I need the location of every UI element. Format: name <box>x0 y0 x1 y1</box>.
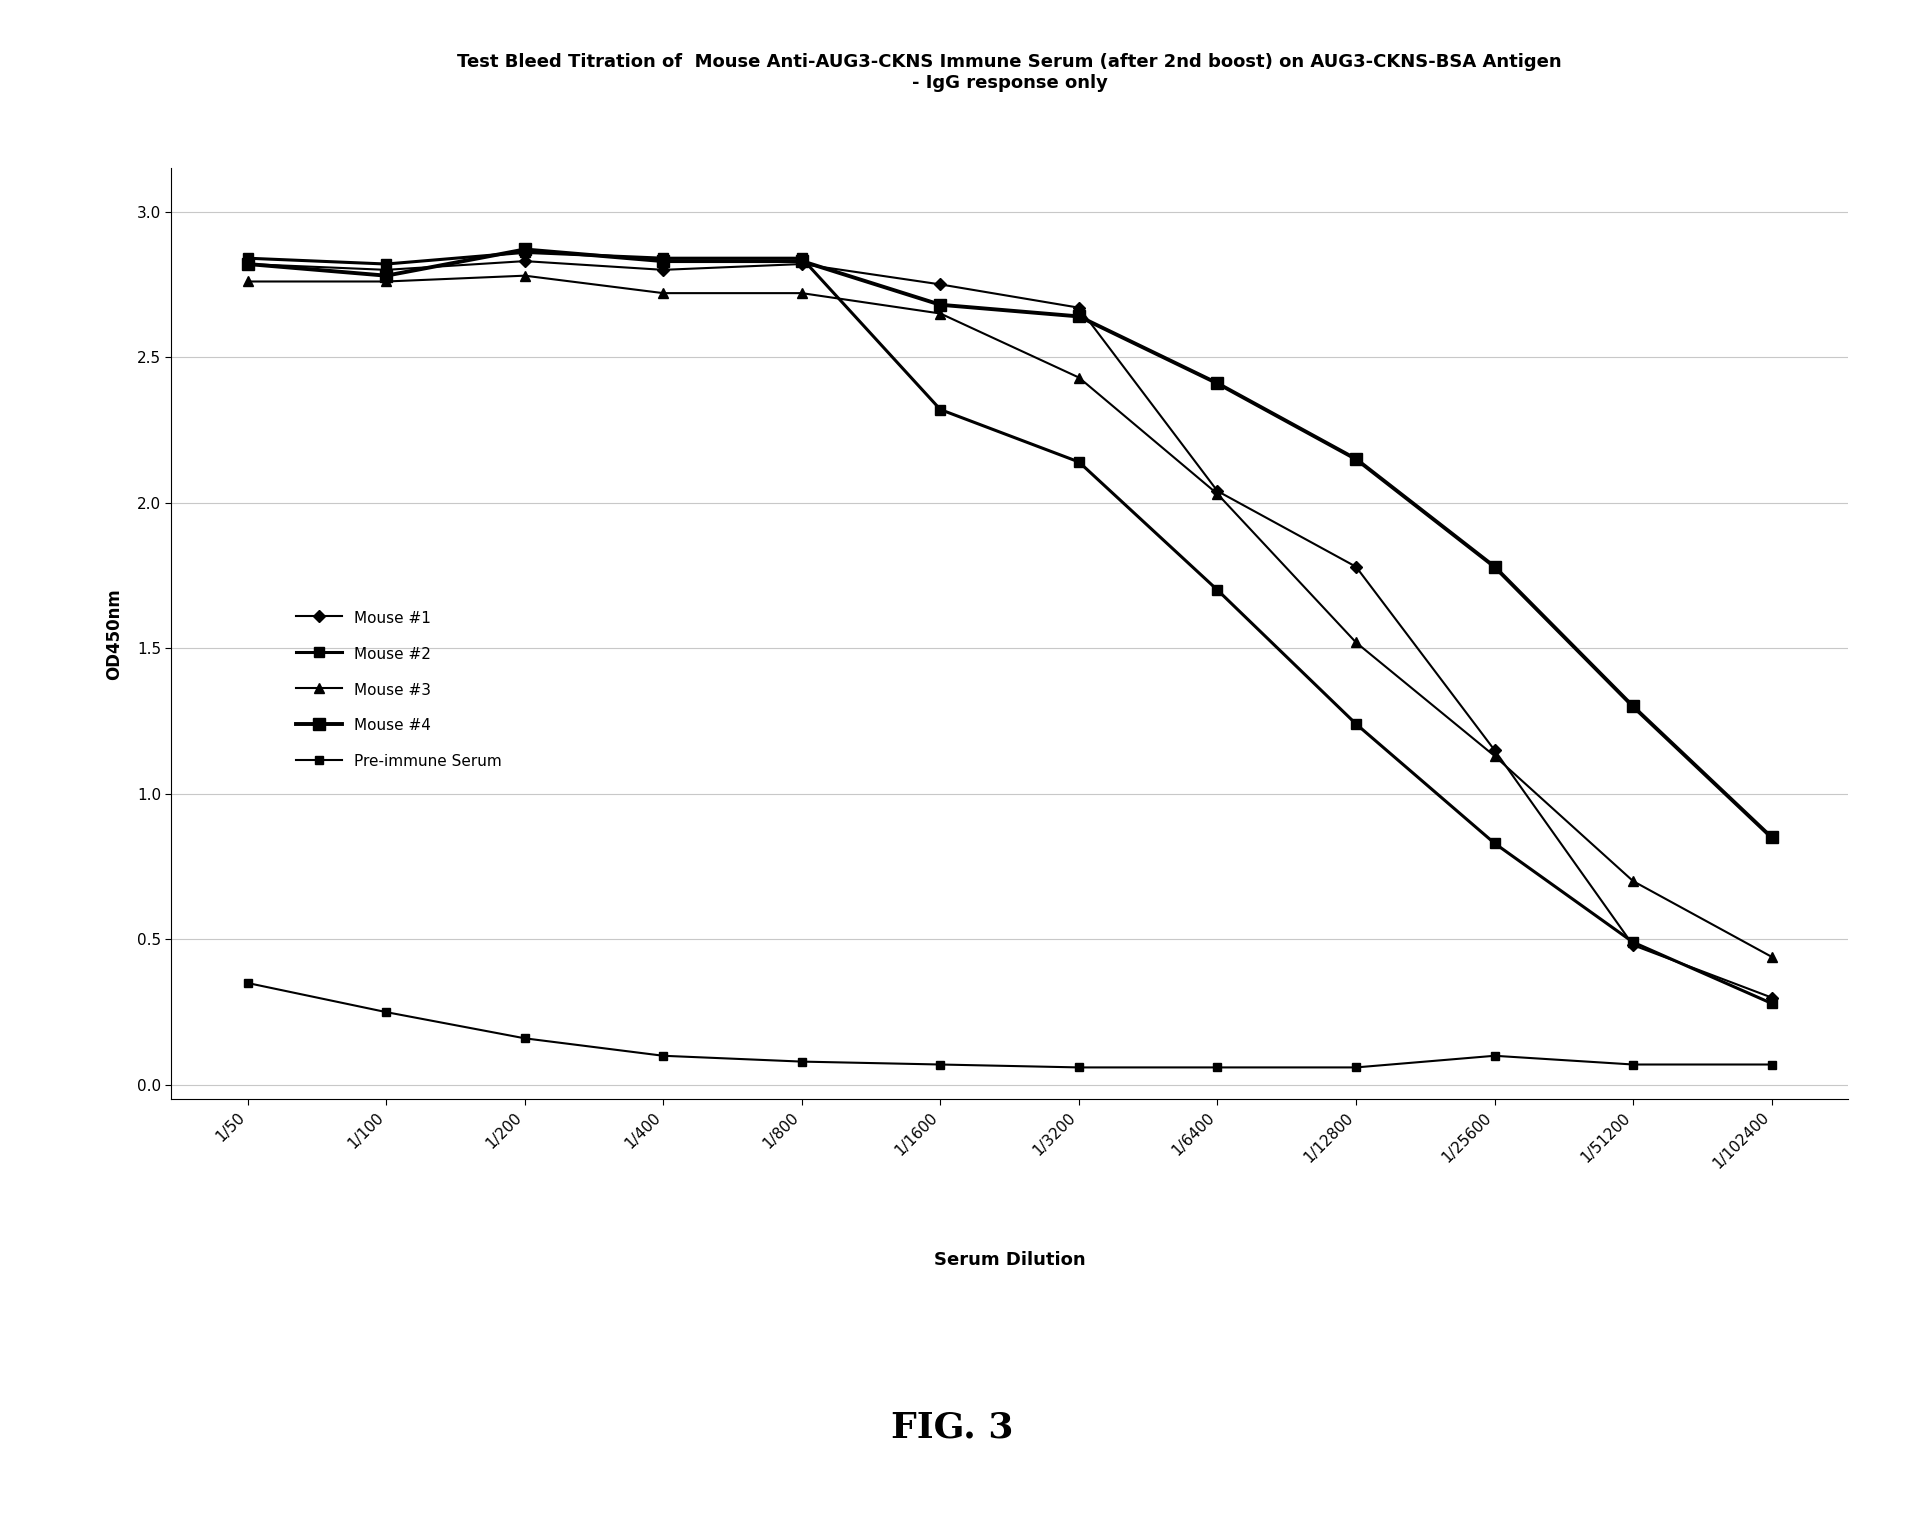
Text: Serum Dilution: Serum Dilution <box>933 1251 1086 1269</box>
Mouse #1 <box>375 261 398 279</box>
Mouse #4 <box>1345 450 1368 469</box>
Mouse #2 <box>1206 580 1229 599</box>
Pre-immune Serum <box>791 1052 813 1070</box>
Line: Pre-immune Serum: Pre-immune Serum <box>244 979 1775 1072</box>
Mouse #3 <box>1345 634 1368 652</box>
Mouse #4 <box>652 252 674 270</box>
Mouse #1 <box>512 252 535 270</box>
Pre-immune Serum <box>1345 1058 1368 1077</box>
Pre-immune Serum <box>1760 1055 1783 1073</box>
Mouse #3 <box>375 272 398 290</box>
Mouse #1 <box>236 255 259 273</box>
Mouse #4 <box>1484 557 1507 576</box>
Pre-immune Serum <box>1206 1058 1229 1077</box>
Mouse #2 <box>1760 994 1783 1012</box>
Pre-immune Serum <box>1484 1046 1507 1064</box>
Mouse #3 <box>930 304 952 322</box>
Pre-immune Serum <box>236 974 259 993</box>
Mouse #3 <box>652 284 674 302</box>
Mouse #2 <box>652 249 674 267</box>
Pre-immune Serum <box>930 1055 952 1073</box>
Mouse #1 <box>930 275 952 293</box>
Pre-immune Serum <box>652 1046 674 1064</box>
Mouse #3 <box>1067 368 1090 386</box>
Mouse #1 <box>1345 557 1368 576</box>
Text: Test Bleed Titration of  Mouse Anti-AUG3-CKNS Immune Serum (after 2nd boost) on : Test Bleed Titration of Mouse Anti-AUG3-… <box>457 53 1562 92</box>
Mouse #1 <box>791 255 813 273</box>
Line: Mouse #1: Mouse #1 <box>244 257 1775 1002</box>
Mouse #1 <box>1760 988 1783 1006</box>
Y-axis label: OD450nm: OD450nm <box>105 588 124 680</box>
Line: Mouse #3: Mouse #3 <box>242 270 1777 962</box>
Mouse #1 <box>652 261 674 279</box>
Mouse #4 <box>1621 698 1644 716</box>
Mouse #2 <box>1484 834 1507 852</box>
Mouse #4 <box>1760 828 1783 846</box>
Mouse #1 <box>1206 483 1229 501</box>
Mouse #4 <box>512 240 535 258</box>
Line: Mouse #2: Mouse #2 <box>242 247 1777 1008</box>
Legend: Mouse #1, Mouse #2, Mouse #3, Mouse #4, Pre-immune Serum: Mouse #1, Mouse #2, Mouse #3, Mouse #4, … <box>297 609 503 770</box>
Mouse #4 <box>791 252 813 270</box>
Mouse #1 <box>1067 299 1090 318</box>
Pre-immune Serum <box>1067 1058 1090 1077</box>
Pre-immune Serum <box>512 1029 535 1048</box>
Mouse #3 <box>1760 948 1783 967</box>
Mouse #4 <box>375 267 398 286</box>
Mouse #2 <box>791 249 813 267</box>
Mouse #2 <box>1621 933 1644 951</box>
Mouse #2 <box>930 400 952 418</box>
Mouse #3 <box>236 272 259 290</box>
Mouse #2 <box>236 249 259 267</box>
Mouse #4 <box>1067 307 1090 325</box>
Mouse #3 <box>1484 747 1507 765</box>
Mouse #4 <box>236 255 259 273</box>
Mouse #2 <box>375 255 398 273</box>
Mouse #4 <box>930 296 952 315</box>
Mouse #4 <box>1206 374 1229 392</box>
Line: Mouse #4: Mouse #4 <box>242 243 1777 844</box>
Mouse #1 <box>1484 741 1507 759</box>
Text: FIG. 3: FIG. 3 <box>892 1411 1013 1445</box>
Mouse #2 <box>512 243 535 261</box>
Pre-immune Serum <box>375 1003 398 1022</box>
Mouse #2 <box>1067 454 1090 472</box>
Mouse #3 <box>1621 872 1644 890</box>
Mouse #2 <box>1345 715 1368 733</box>
Mouse #3 <box>1206 486 1229 504</box>
Mouse #3 <box>791 284 813 302</box>
Mouse #1 <box>1621 936 1644 954</box>
Mouse #3 <box>512 267 535 286</box>
Pre-immune Serum <box>1621 1055 1644 1073</box>
